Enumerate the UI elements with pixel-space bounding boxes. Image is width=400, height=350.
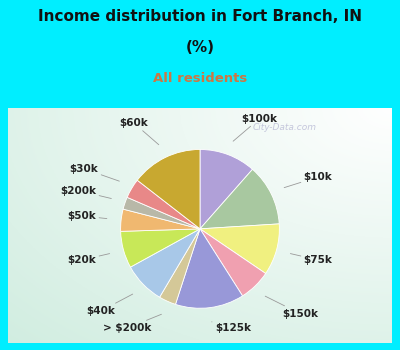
Wedge shape <box>200 229 266 296</box>
Wedge shape <box>137 149 200 229</box>
Text: $60k: $60k <box>119 118 159 145</box>
Text: $30k: $30k <box>70 164 119 181</box>
Text: $40k: $40k <box>86 294 133 316</box>
Wedge shape <box>200 149 252 229</box>
Text: All residents: All residents <box>153 72 247 85</box>
Text: $125k: $125k <box>212 322 251 333</box>
Wedge shape <box>176 229 242 308</box>
Text: (%): (%) <box>186 40 214 55</box>
Text: $75k: $75k <box>290 254 332 265</box>
Wedge shape <box>130 229 200 297</box>
Text: City-Data.com: City-Data.com <box>252 122 316 132</box>
Text: $150k: $150k <box>265 296 318 318</box>
Wedge shape <box>121 209 200 231</box>
Text: $10k: $10k <box>284 172 332 188</box>
Wedge shape <box>121 229 200 267</box>
Wedge shape <box>200 169 279 229</box>
Text: > $200k: > $200k <box>103 314 162 333</box>
Wedge shape <box>127 180 200 229</box>
Wedge shape <box>123 197 200 229</box>
Text: $20k: $20k <box>68 254 110 265</box>
Text: $50k: $50k <box>68 211 107 221</box>
Text: Income distribution in Fort Branch, IN: Income distribution in Fort Branch, IN <box>38 9 362 24</box>
Text: $100k: $100k <box>233 113 278 141</box>
Text: $200k: $200k <box>60 186 111 198</box>
Wedge shape <box>160 229 200 304</box>
Wedge shape <box>200 224 279 273</box>
